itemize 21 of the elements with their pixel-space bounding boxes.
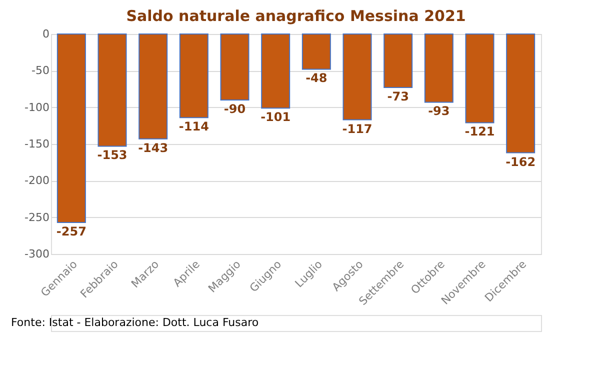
data-label: -114: [178, 120, 209, 134]
data-label: -90: [224, 102, 246, 116]
data-label: -73: [387, 90, 409, 104]
data-label: -117: [342, 122, 372, 136]
data-label: -93: [428, 104, 450, 118]
y-tick-label: -100: [24, 100, 50, 114]
y-tick-label: -150: [24, 138, 50, 150]
data-label: -48: [306, 71, 328, 86]
y-tick-label: 0: [42, 28, 50, 40]
data-label: -121: [464, 124, 495, 139]
data-label: -143: [138, 140, 168, 155]
y-tick-label: -50: [32, 64, 50, 78]
y-tick-label: -200: [24, 174, 50, 188]
chart-title: Saldo naturale anagrafico Messina 2021: [126, 7, 466, 25]
y-tick-label: -250: [24, 210, 50, 224]
data-label: -101: [260, 110, 291, 124]
data-label: -153: [97, 148, 128, 162]
source-note: Fonte: Istat - Elaborazione: Dott. Luca Fusaro: [11, 316, 259, 329]
data-label: -162: [506, 154, 536, 169]
y-tick-label: -300: [24, 248, 50, 260]
data-label: -257: [56, 224, 86, 238]
